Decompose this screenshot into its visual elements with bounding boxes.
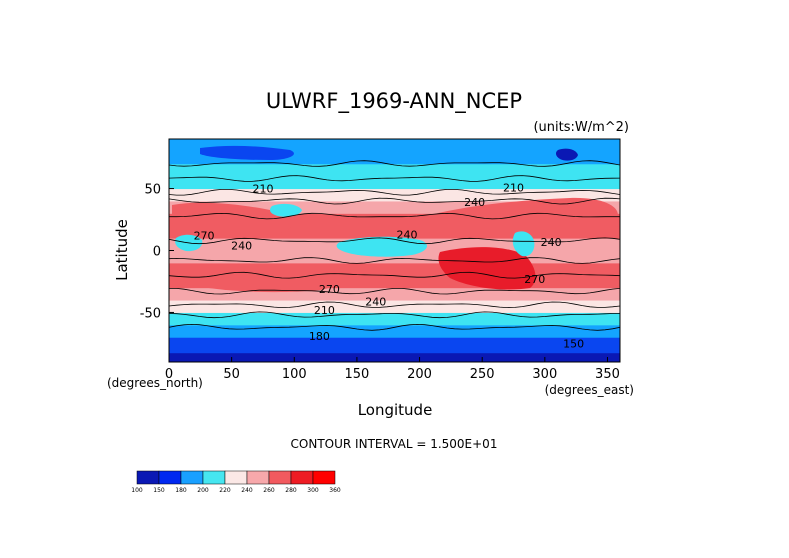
x-tick-label: 50 bbox=[223, 367, 240, 382]
y-tick-label: 0 bbox=[153, 245, 161, 260]
colorbar-swatch bbox=[290, 470, 314, 485]
band-lat-55 bbox=[169, 176, 620, 190]
contour-label: 240 bbox=[231, 240, 252, 253]
y-tick-label: -50 bbox=[140, 306, 161, 321]
y-axis-ticks: 50 0 -50 bbox=[140, 183, 174, 321]
x-tick-label: 250 bbox=[470, 367, 495, 382]
x-axis-label: Longitude bbox=[358, 401, 433, 419]
colorbar-label: 180 bbox=[175, 487, 187, 494]
north-subtropic-red-patch-2 bbox=[430, 197, 618, 226]
band-lat--75 bbox=[169, 337, 620, 354]
south-subtropic-red-patch bbox=[438, 247, 536, 290]
band-lat-65 bbox=[169, 163, 620, 177]
contour-label: 240 bbox=[464, 196, 485, 209]
contour-line bbox=[169, 323, 620, 331]
band-lat--55 bbox=[169, 312, 620, 326]
band-lat-45 bbox=[169, 188, 620, 202]
contour-label: 210 bbox=[252, 183, 273, 196]
colorbar-swatch bbox=[268, 470, 292, 485]
contour-line bbox=[169, 311, 620, 319]
x-tick-label: 350 bbox=[595, 367, 620, 382]
x-tick-label: 150 bbox=[345, 367, 370, 382]
north-subtropic-red-patch bbox=[172, 202, 293, 239]
colorbar-swatch bbox=[224, 470, 248, 485]
colorbar-label: 360 bbox=[329, 487, 341, 494]
warm-pool-cyan-patch bbox=[336, 236, 427, 257]
band-lat--90 bbox=[169, 352, 620, 362]
colorbar-label: 150 bbox=[153, 487, 165, 494]
x-axis-ticks: 0 50 100 150 200 250 300 350 bbox=[165, 357, 620, 382]
colorbar-label: 240 bbox=[241, 487, 253, 494]
band-lat--65 bbox=[169, 324, 620, 338]
colorbar-label: 300 bbox=[307, 487, 319, 494]
contour-label: 210 bbox=[503, 181, 524, 194]
x-axis-unit-label: (degrees_east) bbox=[545, 383, 634, 397]
band-lat--45 bbox=[169, 300, 620, 313]
colorbar: 100 150 180 200 220 240 260 280 300 360 bbox=[131, 470, 341, 494]
units-label: (units:W/m^2) bbox=[533, 120, 629, 135]
contour-line bbox=[169, 175, 620, 182]
colorbar-swatch bbox=[312, 470, 336, 485]
colorbar-swatch bbox=[136, 470, 160, 485]
colorbar-label: 200 bbox=[197, 487, 209, 494]
colorbar-swatch bbox=[246, 470, 270, 485]
colorbar-swatch bbox=[158, 470, 182, 485]
contour-label: 240 bbox=[365, 295, 386, 308]
arctic-blue-patch bbox=[200, 145, 294, 160]
tibet-cyan-patch bbox=[270, 203, 302, 217]
x-tick-label: 100 bbox=[282, 367, 307, 382]
chart-title: ULWRF_1969-ANN_NCEP bbox=[266, 89, 522, 114]
plot-area: 210 210 240 240 240 240 270 270 240 210 270 180 150 bbox=[169, 139, 620, 362]
contour-line bbox=[169, 197, 620, 205]
y-axis-label: Latitude bbox=[113, 219, 131, 281]
y-tick-label: 50 bbox=[144, 183, 161, 198]
america-cyan-patch bbox=[512, 231, 535, 257]
colorbar-label: 100 bbox=[131, 487, 143, 494]
x-tick-label: 300 bbox=[532, 367, 557, 382]
colorbar-label: 260 bbox=[263, 487, 275, 494]
contour-line bbox=[169, 160, 620, 167]
contour-line bbox=[169, 301, 620, 309]
contour-line bbox=[169, 212, 620, 220]
colorbar-swatch bbox=[180, 470, 204, 485]
contour-line bbox=[169, 237, 620, 245]
greenland-dark-patch bbox=[555, 148, 578, 161]
map-features bbox=[172, 145, 618, 293]
y-axis-unit-label: (degrees_north) bbox=[107, 376, 203, 390]
south-subtropic-red-patch-2 bbox=[176, 263, 349, 293]
contour-line bbox=[169, 189, 620, 196]
contour-label: 240 bbox=[541, 236, 562, 249]
contour-label: 240 bbox=[397, 228, 418, 241]
colorbar-label: 280 bbox=[285, 487, 297, 494]
contour-line bbox=[169, 288, 620, 295]
contour-label: 180 bbox=[309, 330, 330, 343]
x-tick-label: 0 bbox=[165, 367, 173, 382]
contour-line bbox=[169, 271, 620, 279]
x-tick-label: 200 bbox=[407, 367, 432, 382]
colorbar-label: 220 bbox=[219, 487, 231, 494]
contour-label: 270 bbox=[194, 230, 215, 243]
contour-labels: 210 210 240 240 240 240 270 270 240 210 270 180 150 bbox=[194, 181, 585, 350]
contour-line bbox=[169, 257, 620, 264]
contour-label: 210 bbox=[314, 304, 335, 317]
contour-lines bbox=[169, 160, 620, 331]
contour-interval-text: CONTOUR INTERVAL = 1.500E+01 bbox=[291, 437, 498, 451]
contour-label: 270 bbox=[319, 283, 340, 296]
contour-label: 150 bbox=[563, 337, 584, 350]
colorbar-swatch bbox=[202, 470, 226, 485]
band-lat-90 bbox=[169, 139, 620, 149]
contour-label: 270 bbox=[524, 273, 545, 286]
